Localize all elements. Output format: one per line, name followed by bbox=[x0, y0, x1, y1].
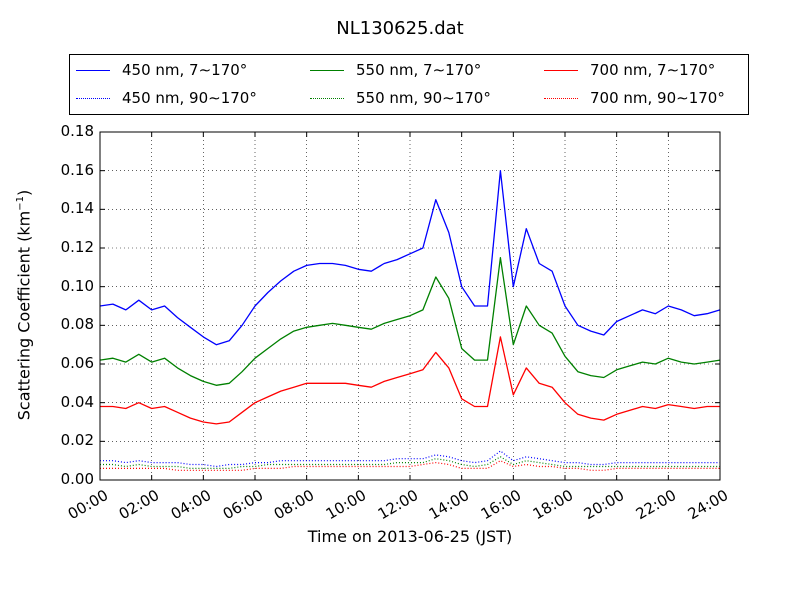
y-axis-label-tail: ) bbox=[14, 189, 34, 196]
y-tick-label: 0.08 bbox=[60, 315, 94, 334]
legend-entry: 700 nm, 7∼170° bbox=[544, 61, 715, 79]
legend-swatch bbox=[76, 69, 110, 71]
y-tick-label: 0.12 bbox=[60, 238, 94, 256]
series-line bbox=[100, 460, 720, 471]
legend-label: 450 nm, 90∼170° bbox=[122, 89, 257, 107]
y-tick-label: 0.16 bbox=[60, 160, 94, 179]
legend-entry: 550 nm, 90∼170° bbox=[310, 89, 491, 107]
y-tick-label: 0.00 bbox=[60, 470, 94, 488]
y-tick-label: 0.06 bbox=[60, 354, 94, 372]
legend-swatch bbox=[310, 69, 344, 71]
legend-swatch bbox=[544, 97, 578, 99]
legend-label: 700 nm, 90∼170° bbox=[590, 89, 725, 107]
legend-swatch bbox=[76, 97, 110, 99]
y-tick-label: 0.18 bbox=[60, 122, 94, 140]
legend-label: 550 nm, 7∼170° bbox=[356, 61, 482, 79]
y-axis-label: Scattering Coefficient (km−1) bbox=[15, 190, 34, 421]
y-tick-label: 0.02 bbox=[60, 431, 94, 450]
legend-label: 450 nm, 7∼170° bbox=[122, 61, 248, 79]
series-line bbox=[99, 170, 721, 346]
legend-entry: 450 nm, 7∼170° bbox=[76, 61, 247, 79]
x-axis-label: Time on 2013-06-25 (JST) bbox=[307, 527, 513, 546]
legend-swatch bbox=[310, 97, 344, 99]
y-tick-label: 0.10 bbox=[60, 276, 94, 295]
series-line bbox=[100, 336, 720, 425]
legend-entry: 450 nm, 90∼170° bbox=[76, 89, 257, 107]
legend-label: 700 nm, 7∼170° bbox=[590, 61, 716, 79]
y-tick-label: 0.04 bbox=[60, 392, 94, 411]
chart-legend: 450 nm, 7∼170° 450 nm, 90∼170° 550 nm, 7… bbox=[69, 54, 749, 115]
y-tick-label: 0.14 bbox=[60, 199, 94, 218]
legend-entry: 700 nm, 90∼170° bbox=[544, 89, 725, 107]
series-line bbox=[99, 257, 721, 386]
chart-title: NL130625.dat bbox=[336, 18, 464, 39]
y-axis-label-text: Scattering Coefficient (km bbox=[14, 210, 34, 421]
legend-swatch bbox=[544, 69, 578, 71]
legend-label: 550 nm, 90∼170° bbox=[356, 89, 491, 107]
legend-entry: 550 nm, 7∼170° bbox=[310, 61, 481, 79]
y-axis-label-exponent: −1 bbox=[15, 195, 27, 211]
